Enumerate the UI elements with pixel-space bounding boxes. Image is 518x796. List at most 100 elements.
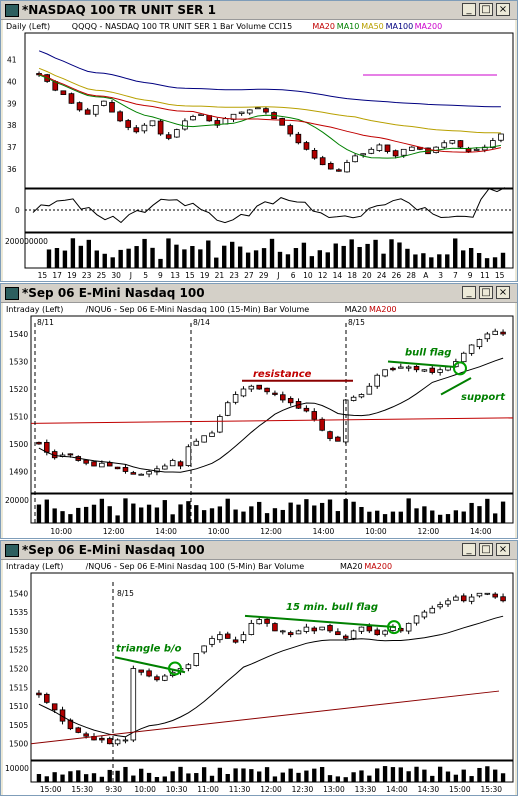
x-tick-label: 15 — [495, 271, 505, 280]
legend-label: Intraday (Left) — [6, 305, 63, 314]
volume-bar — [225, 774, 230, 782]
volume-bar — [414, 766, 419, 782]
candle-body — [374, 629, 380, 636]
volume-bar — [174, 244, 179, 268]
y-tick-label: 1540 — [9, 330, 28, 339]
candle-body — [185, 664, 192, 669]
volume-bar — [327, 499, 333, 523]
legend-label: MA20 — [345, 305, 368, 314]
candle-body — [405, 622, 412, 632]
legend-label: MA50 — [361, 22, 384, 31]
candle-body — [460, 352, 467, 363]
candle-body — [272, 623, 278, 632]
volume-bar — [214, 257, 219, 268]
x-tick-label: A — [423, 271, 429, 280]
y-tick-label: 1500 — [9, 740, 28, 749]
close-button[interactable]: × — [496, 286, 510, 299]
candle-body — [421, 611, 428, 618]
volume-bar — [102, 253, 107, 268]
ma200-line — [30, 690, 500, 745]
candle-body — [319, 157, 326, 166]
candle-body — [138, 669, 144, 673]
volume-bar — [460, 250, 466, 268]
volume-bar — [492, 257, 498, 268]
minimize-button[interactable]: _ — [462, 286, 476, 299]
volume-bar — [99, 498, 105, 523]
volume-bar — [389, 239, 394, 268]
volume-bar — [317, 250, 323, 268]
intraday-15min-window[interactable]: *Sep 06 E-Mini Nasdaq 100 _ □ × Intraday… — [0, 283, 518, 539]
intraday-5min-window[interactable]: *Sep 06 E-Mini Nasdaq 100 _ □ × Intraday… — [0, 540, 518, 796]
close-button[interactable]: × — [496, 543, 510, 556]
volume-bar — [285, 254, 291, 268]
volume-bar — [469, 502, 474, 523]
y-tick-label: 10000 — [5, 764, 29, 773]
cci-line — [32, 187, 506, 224]
maximize-button[interactable]: □ — [479, 543, 493, 556]
volume-bar — [312, 505, 317, 523]
daily-chart-window[interactable]: *NASDAQ 100 TR UNIT SER 1 _ □ × Daily (L… — [0, 0, 518, 282]
minimize-button[interactable]: _ — [462, 543, 476, 556]
candle-body — [75, 727, 82, 733]
candle-body — [342, 635, 349, 639]
window-title: *Sep 06 E-Mini Nasdaq 100 — [22, 286, 205, 300]
candle-body — [177, 461, 184, 467]
candle-body — [198, 113, 204, 116]
volume-bar — [146, 504, 152, 523]
candle-body — [44, 441, 50, 453]
y-tick-label: 1505 — [9, 721, 28, 730]
candle-body — [445, 600, 451, 605]
volume-bar — [233, 768, 238, 782]
candle-body — [67, 453, 74, 456]
close-button[interactable]: × — [496, 3, 510, 16]
candle-body — [122, 466, 129, 472]
volume-bar — [166, 238, 171, 268]
volume-bar — [83, 506, 89, 523]
maximize-button[interactable]: □ — [479, 3, 493, 16]
candle-body — [209, 638, 215, 645]
candle-body — [114, 466, 121, 470]
candle-body — [408, 146, 415, 151]
x-tick-label: J — [129, 271, 132, 280]
x-tick-label: 29 — [259, 271, 269, 280]
volume-bar — [429, 257, 434, 268]
candle-body — [384, 144, 391, 152]
volume-bar — [201, 767, 207, 782]
volume-bar — [217, 767, 223, 782]
volume-bar — [382, 514, 388, 523]
candle-body — [413, 365, 420, 371]
candle-body — [264, 618, 270, 624]
maximize-button[interactable]: □ — [479, 286, 493, 299]
candle-body — [256, 384, 262, 390]
volume-bar — [54, 248, 60, 268]
x-tick-label: 24 — [377, 271, 387, 280]
volume-bar — [146, 772, 152, 782]
candle-body — [68, 93, 75, 104]
x-tick-label: 27 — [244, 271, 254, 280]
x-tick-label: 12:30 — [292, 785, 314, 794]
volume-bar — [365, 243, 370, 268]
window-titlebar[interactable]: *Sep 06 E-Mini Nasdaq 100 _ □ × — [1, 541, 517, 560]
legend-label: MA100 — [386, 22, 414, 31]
candle-body — [437, 604, 443, 608]
chart-area: Daily (Left) QQQQ - NASDAQ 100 TR UNIT SE… — [3, 20, 515, 281]
x-tick-label: 20 — [362, 271, 372, 280]
candle-body — [336, 169, 342, 172]
window-titlebar[interactable]: *NASDAQ 100 TR UNIT SER 1 _ □ × — [1, 1, 517, 20]
window-titlebar[interactable]: *Sep 06 E-Mini Nasdaq 100 _ □ × — [1, 284, 517, 303]
candle-body — [437, 369, 443, 373]
date-mark: 8/15 — [348, 318, 365, 327]
volume-bar — [36, 774, 42, 782]
x-tick-label: 23 — [229, 271, 239, 280]
x-tick-label: 18 — [347, 271, 357, 280]
candle-body — [193, 653, 200, 666]
y-tick-label: 36 — [7, 165, 17, 174]
x-tick-label: 10:00 — [208, 527, 230, 536]
volume-bar — [126, 248, 131, 268]
volume-bar — [91, 773, 97, 782]
app-icon — [5, 287, 19, 300]
volume-bar — [461, 769, 466, 782]
legend-label: MA10 — [337, 22, 360, 31]
minimize-button[interactable]: _ — [462, 3, 476, 16]
x-tick-label: 12 — [318, 271, 328, 280]
